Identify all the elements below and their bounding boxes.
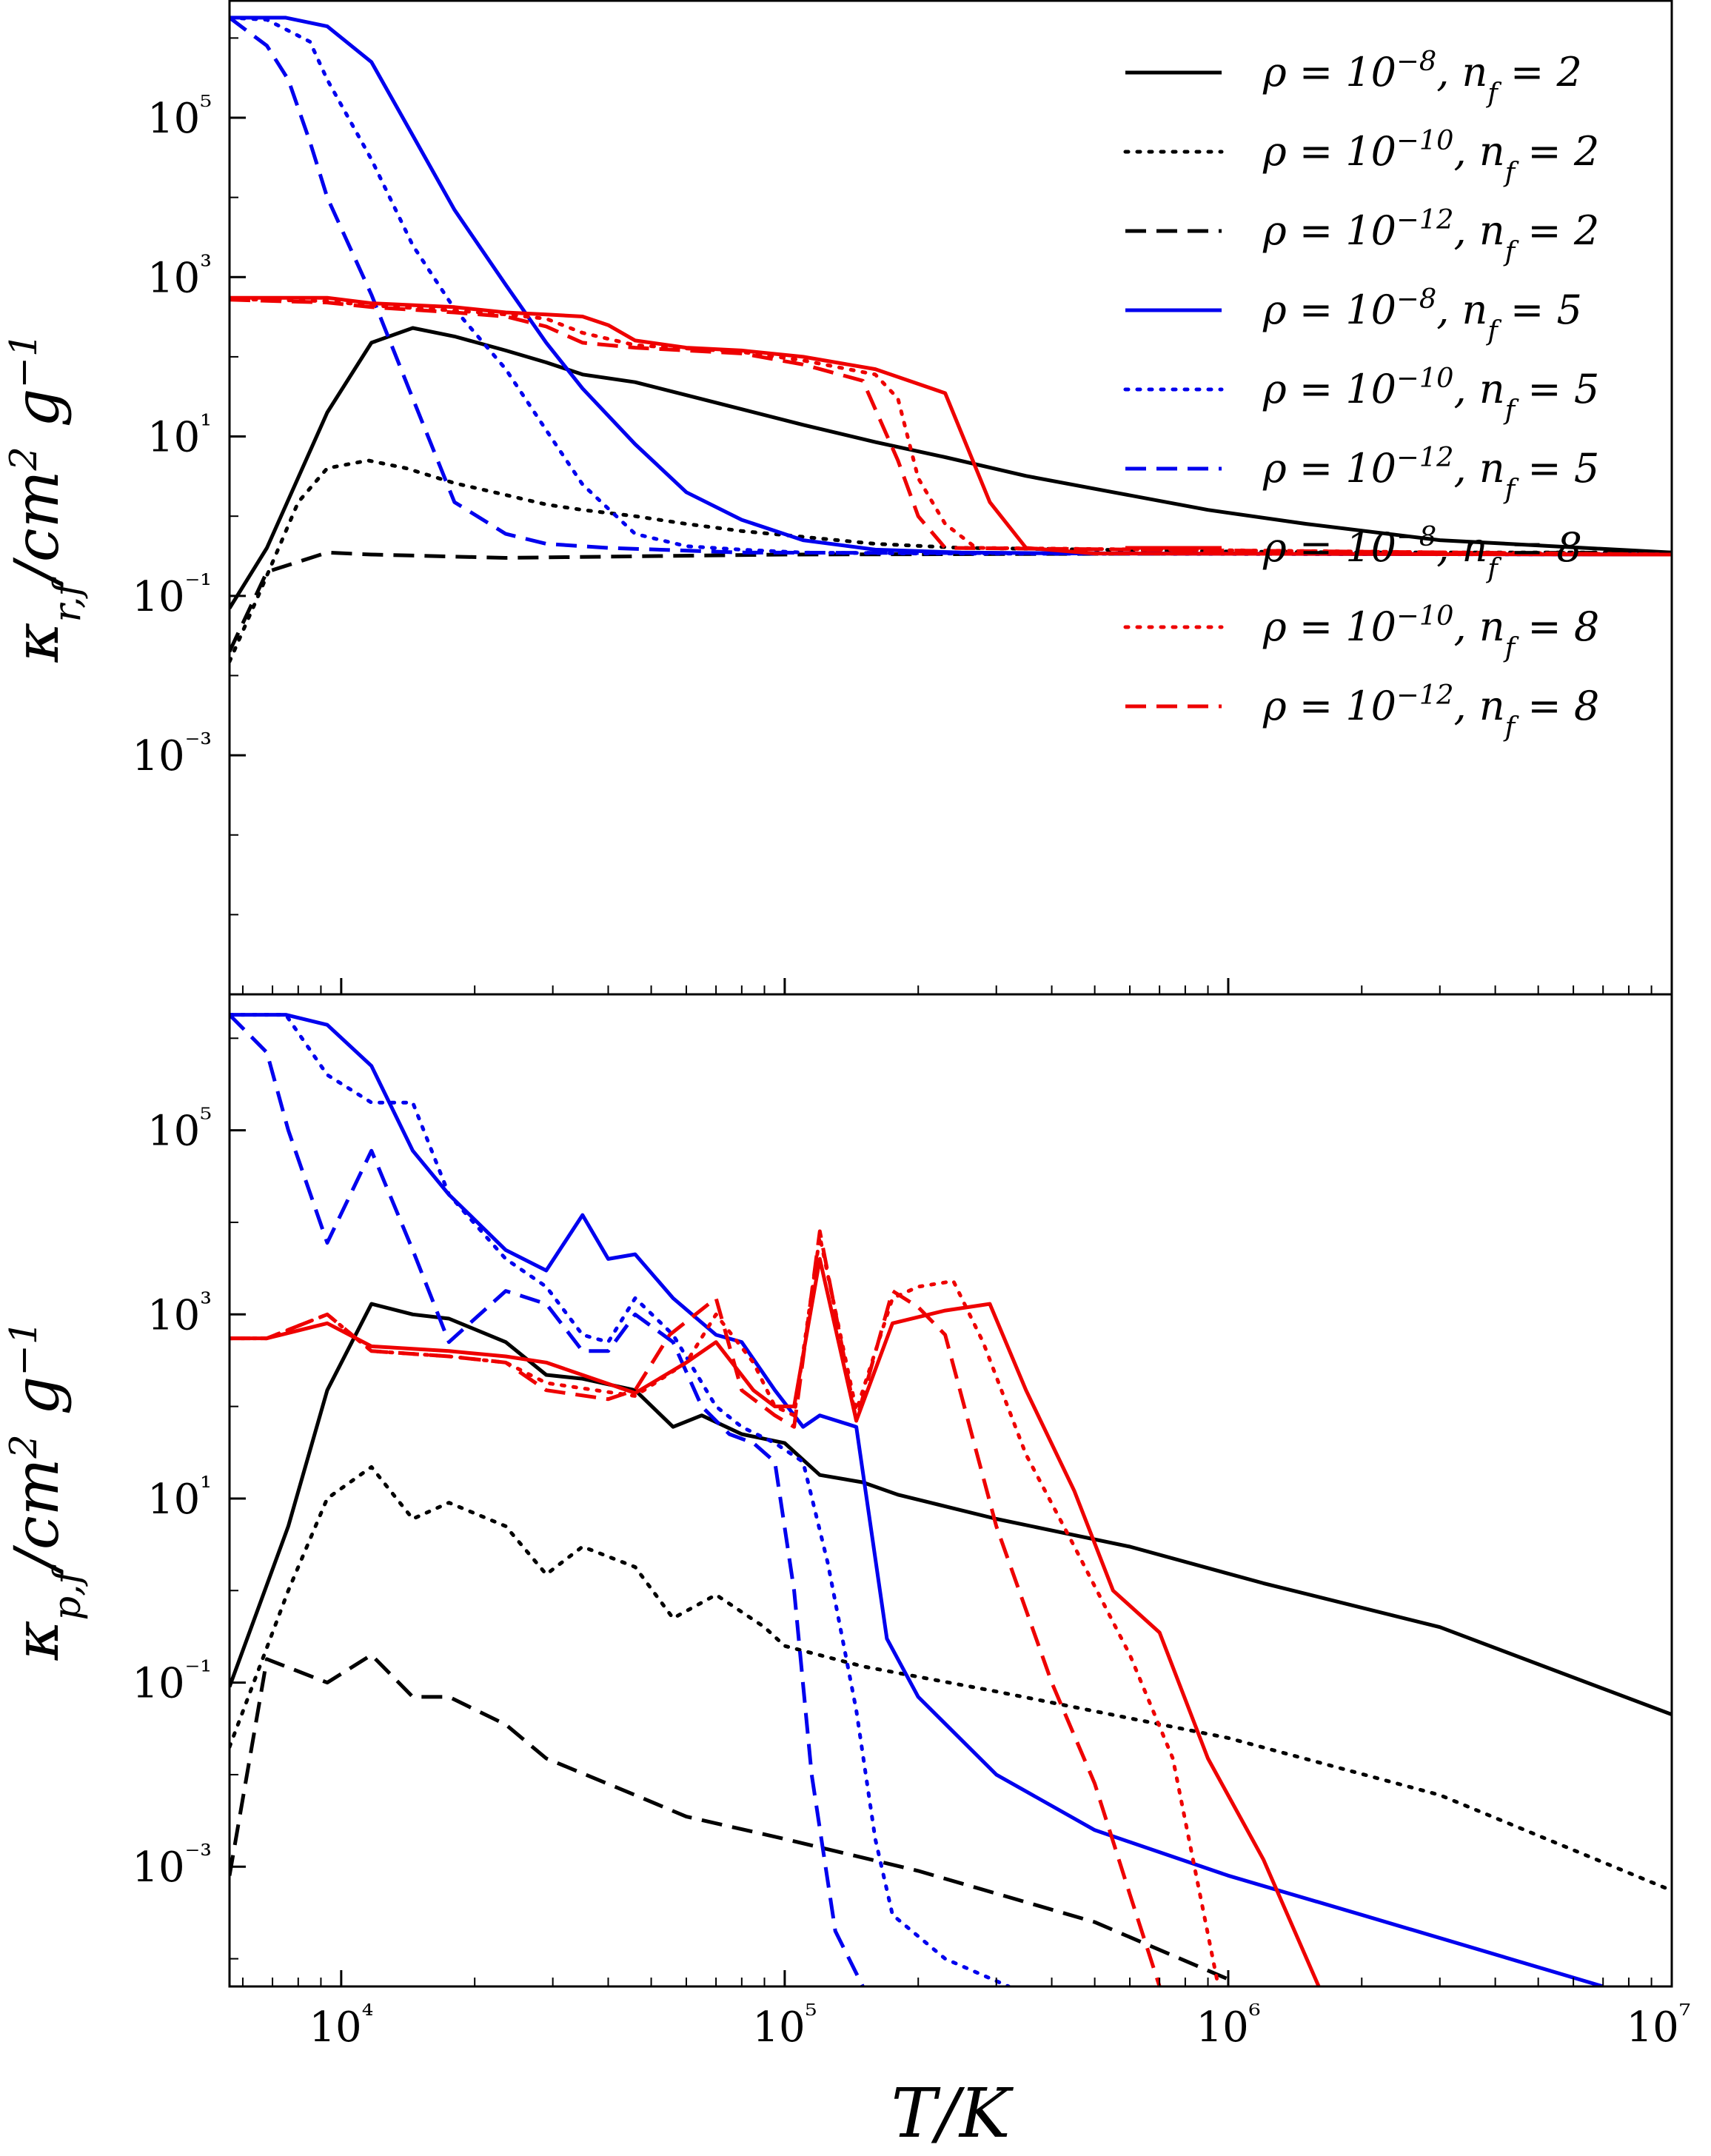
top-series-line-8 [230, 297, 1672, 557]
bottom-series-line-1 [230, 1302, 1672, 1717]
x-tick-label: 10⁵ [752, 1999, 817, 2052]
bottom-y-tick-label: 10³ [147, 1287, 212, 1340]
top-y-tick-label: 10⁵ [147, 90, 212, 143]
top-series-line-7 [230, 295, 1672, 557]
bottom-panel-series [230, 1013, 1672, 1986]
top-y-tick-label: 10³ [147, 250, 212, 303]
bottom-plot-frame [228, 993, 1673, 1988]
top-y-axis-title: κr,f/cm2 g−1 [1, 333, 89, 663]
bottom-series-line-6 [230, 1013, 865, 1986]
legend-label-5: ρ = 10−10, nf = 5 [1262, 362, 1599, 426]
top-y-tick-label: 10⁻³ [132, 728, 212, 781]
x-tick-label: 10⁷ [1627, 1999, 1691, 2052]
legend-label-8: ρ = 10−10, nf = 8 [1262, 600, 1599, 663]
bottom-y-axis-title: κp,f/cm2 g−1 [1, 1321, 89, 1661]
top-series-line-5 [230, 16, 1672, 557]
bottom-y-tick-label: 10⁻¹ [132, 1655, 212, 1708]
legend-label-4: ρ = 10−8, nf = 5 [1262, 283, 1582, 346]
top-y-tick-label: 10⁻¹ [132, 568, 212, 621]
x-axis-title: T/K [891, 2074, 1014, 2153]
bottom-y-tick-label: 10⁻³ [132, 1839, 212, 1892]
legend-label-2: ρ = 10−10, nf = 2 [1262, 124, 1599, 188]
legend-label-1: ρ = 10−8, nf = 2 [1262, 45, 1582, 109]
top-series-line-9 [230, 298, 1672, 557]
bottom-series-line-3 [230, 1653, 1229, 1981]
bottom-y-tick-label: 10⁵ [147, 1102, 212, 1156]
bottom-series-line-5 [230, 1013, 1011, 1986]
top-series-line-4 [230, 16, 1672, 557]
x-tick-label: 10⁶ [1196, 1999, 1260, 2052]
bottom-y-tick-label: 10¹ [147, 1470, 212, 1524]
top-y-tick-label: 10¹ [147, 409, 212, 462]
top-series-line-1 [230, 326, 1672, 609]
bottom-series-line-9 [230, 1229, 1162, 1986]
bottom-series-line-2 [230, 1464, 1672, 1892]
bottom-series-line-4 [230, 1013, 1604, 1986]
top-panel-series [230, 16, 1672, 663]
legend-label-7: ρ = 10−8, nf = 8 [1262, 520, 1582, 584]
top-series-line-2 [230, 458, 1672, 663]
legend-label-6: ρ = 10−12, nf = 5 [1262, 441, 1599, 505]
x-tick-label: 10⁴ [309, 1999, 373, 2052]
legend-label-9: ρ = 10−12, nf = 8 [1262, 679, 1599, 743]
legend-label-3: ρ = 10−12, nf = 2 [1262, 204, 1599, 267]
